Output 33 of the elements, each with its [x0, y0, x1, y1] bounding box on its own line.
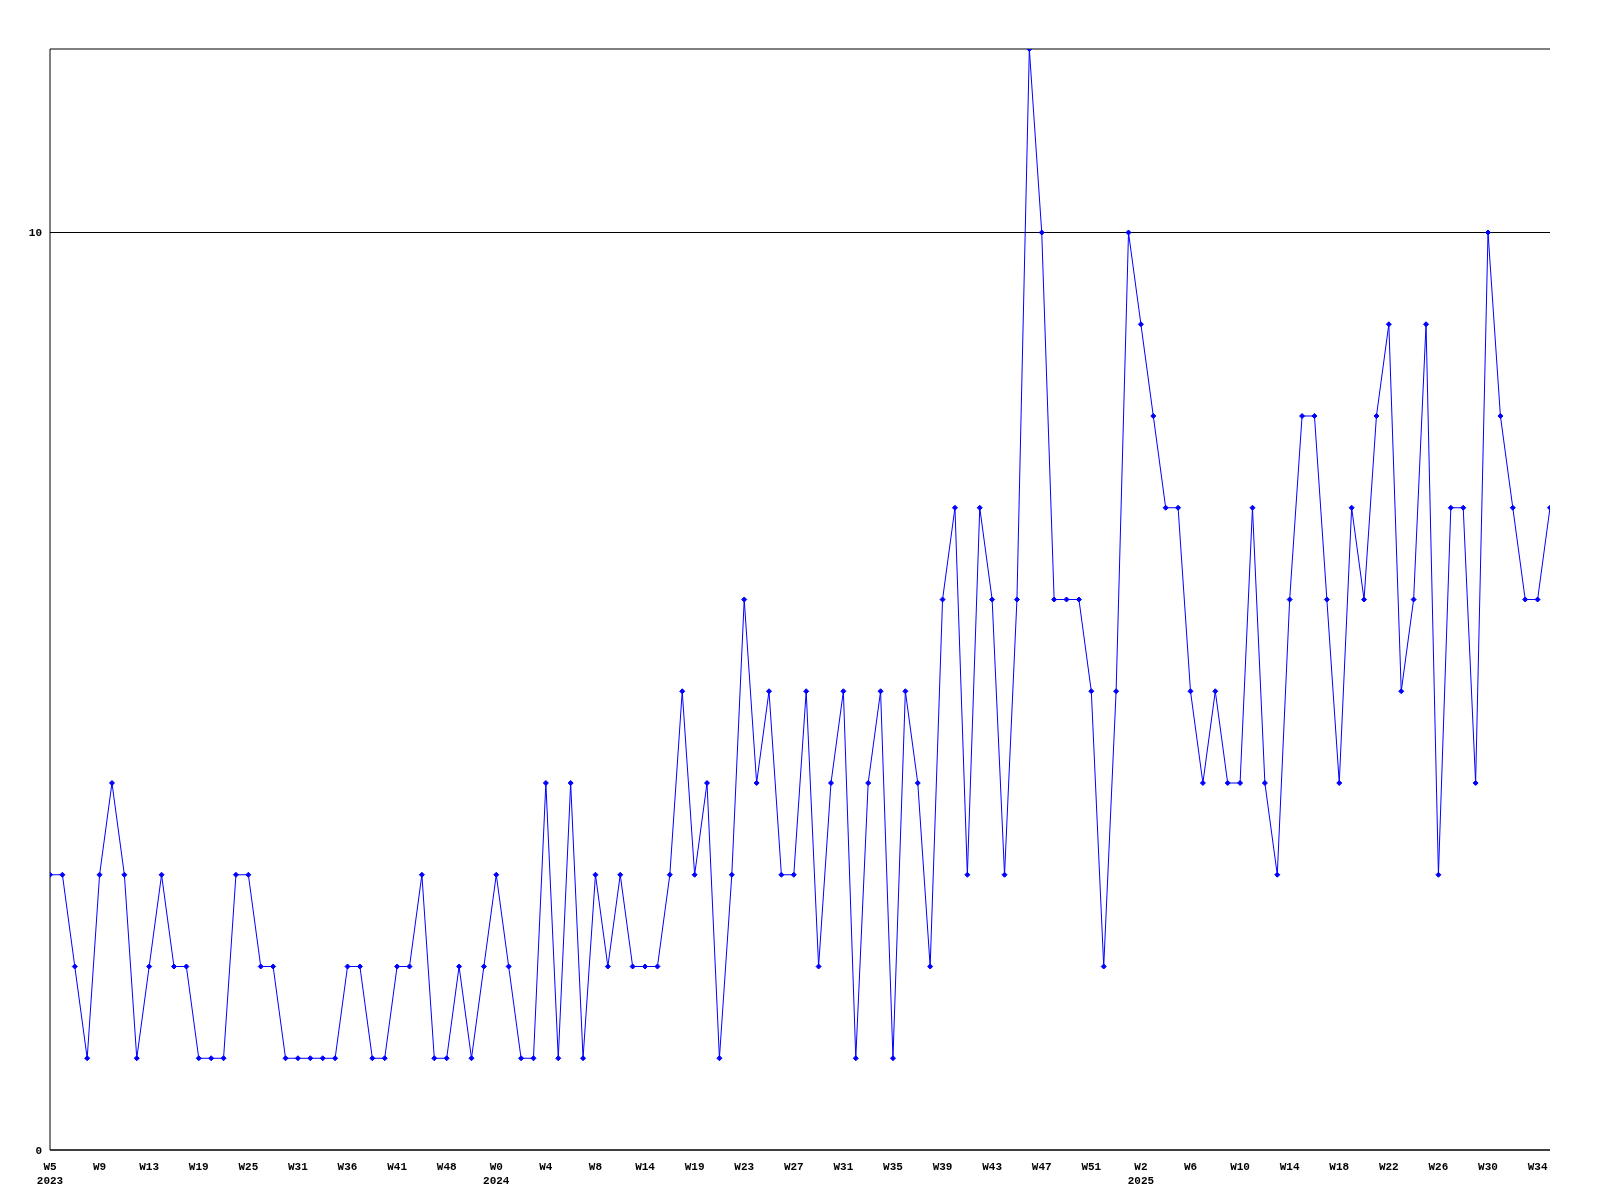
x-tick-label: W14: [635, 1161, 656, 1173]
x-tick-label: W30: [1478, 1161, 1498, 1173]
x-tick-label: W8: [588, 1161, 603, 1173]
x-tick-label: W51: [1081, 1161, 1102, 1173]
x-tick-label: W0 2024: [483, 1161, 510, 1187]
x-tick-label: W35: [883, 1161, 904, 1173]
x-tick-label: W31: [288, 1161, 309, 1173]
y-tick-label: 10: [28, 227, 42, 240]
y-tick-label: 0: [35, 1144, 42, 1157]
x-tick-label: W47: [1031, 1161, 1052, 1173]
x-tick-label: W34: [1527, 1161, 1548, 1173]
x-tick-label: W36: [337, 1161, 358, 1173]
x-tick-label: W23: [734, 1161, 755, 1173]
x-tick-label: W25: [238, 1161, 259, 1173]
x-tick-label: W9: [92, 1161, 107, 1173]
x-tick-label: W22: [1378, 1161, 1399, 1173]
x-tick-label: W41: [387, 1161, 408, 1173]
x-tick-label: W10: [1230, 1161, 1250, 1173]
x-tick-label: W13: [139, 1161, 160, 1173]
x-tick-label: W48: [436, 1161, 457, 1173]
x-tick-label: W4: [539, 1161, 553, 1173]
x-tick-label: W19: [188, 1161, 209, 1173]
x-tick-label: W18: [1329, 1161, 1350, 1173]
x-tick-label: W14: [1279, 1161, 1300, 1173]
x-tick-label: W39: [932, 1161, 953, 1173]
x-tick-label: W43: [982, 1161, 1003, 1173]
x-tick-label: W19: [684, 1161, 705, 1173]
x-tick-label: W5 2023: [36, 1161, 64, 1187]
x-tick-label: W6: [1183, 1161, 1198, 1173]
x-tick-label: W31: [833, 1161, 854, 1173]
x-tick-label: W26: [1428, 1161, 1449, 1173]
x-tick-label: W27: [783, 1161, 804, 1173]
x-tick-label: W2 2025: [1127, 1161, 1155, 1187]
